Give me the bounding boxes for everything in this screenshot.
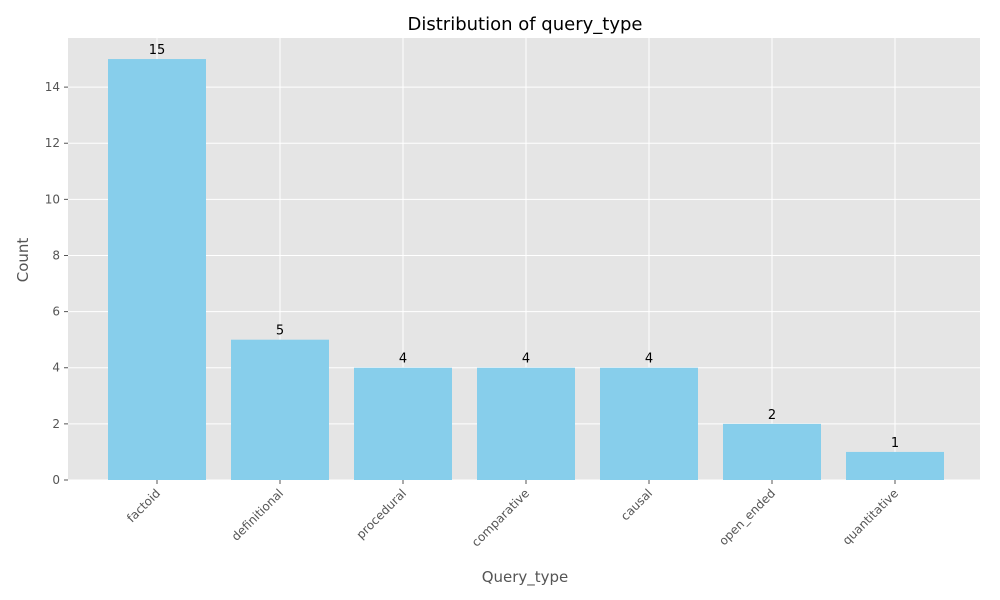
data-label: 2 (768, 408, 776, 423)
bar-definitional (231, 339, 329, 480)
y-tick-label: 6 (52, 305, 60, 319)
data-label: 4 (399, 352, 407, 367)
data-label: 1 (891, 436, 899, 451)
y-tick-label: 14 (45, 80, 60, 94)
bar-procedural (354, 367, 452, 480)
bar-comparative (477, 367, 575, 480)
x-tick-label: definitional (229, 486, 286, 543)
bar-causal (600, 367, 698, 480)
x-tick-label: factoid (124, 486, 163, 525)
y-tick-label: 8 (52, 248, 60, 262)
y-tick-label: 0 (52, 473, 60, 487)
x-tick-label: quantitative (840, 486, 901, 547)
y-tick-label: 2 (52, 417, 60, 431)
x-tick-label: causal (618, 486, 655, 523)
x-tick-label: open_ended (716, 486, 778, 548)
data-label: 4 (645, 352, 653, 367)
y-tick-label: 4 (52, 361, 60, 375)
bar-quantitative (846, 451, 944, 480)
data-label: 15 (149, 43, 166, 58)
y-tick-label: 10 (45, 192, 60, 206)
bars: 15 5 4 4 4 2 1 (108, 43, 944, 481)
bar-factoid (108, 59, 206, 481)
y-axis-title: Count (14, 238, 32, 283)
x-axis-title: Query_type (482, 568, 569, 587)
chart-title: Distribution of query_type (408, 14, 643, 35)
data-label: 5 (276, 324, 284, 339)
x-tick-label: comparative (469, 486, 532, 549)
y-tick-label: 12 (45, 136, 60, 150)
bar-open_ended (723, 423, 821, 480)
data-label: 4 (522, 352, 530, 367)
x-tick-label: procedural (354, 486, 409, 541)
